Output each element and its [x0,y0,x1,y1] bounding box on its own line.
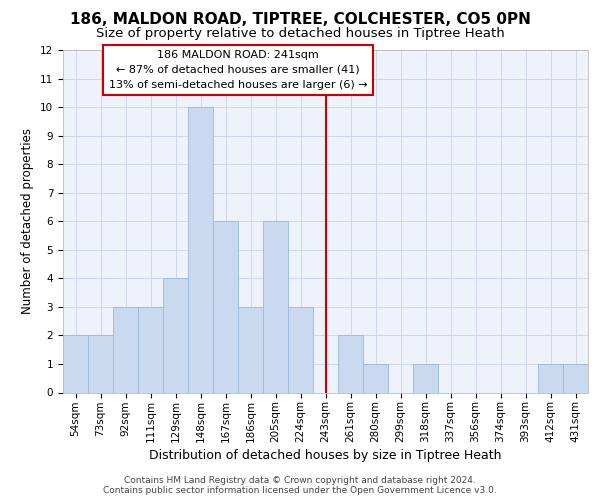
Text: Contains public sector information licensed under the Open Government Licence v3: Contains public sector information licen… [103,486,497,495]
Bar [213,221,238,392]
Bar [563,364,588,392]
Bar [288,307,313,392]
Bar [338,336,363,392]
Y-axis label: Number of detached properties: Number of detached properties [22,128,34,314]
Bar [263,221,288,392]
Text: 186, MALDON ROAD, TIPTREE, COLCHESTER, CO5 0PN: 186, MALDON ROAD, TIPTREE, COLCHESTER, C… [70,12,530,28]
Text: Contains HM Land Registry data © Crown copyright and database right 2024.: Contains HM Land Registry data © Crown c… [124,476,476,485]
Bar [238,307,263,392]
Bar [163,278,188,392]
Bar [413,364,438,392]
Bar [138,307,163,392]
X-axis label: Distribution of detached houses by size in Tiptree Heath: Distribution of detached houses by size … [149,449,502,462]
Bar [188,107,213,393]
Bar [63,336,88,392]
Bar [88,336,113,392]
Bar [538,364,563,392]
Text: 186 MALDON ROAD: 241sqm
← 87% of detached houses are smaller (41)
13% of semi-de: 186 MALDON ROAD: 241sqm ← 87% of detache… [109,50,367,90]
Bar [363,364,388,392]
Text: Size of property relative to detached houses in Tiptree Heath: Size of property relative to detached ho… [95,28,505,40]
Bar [113,307,138,392]
